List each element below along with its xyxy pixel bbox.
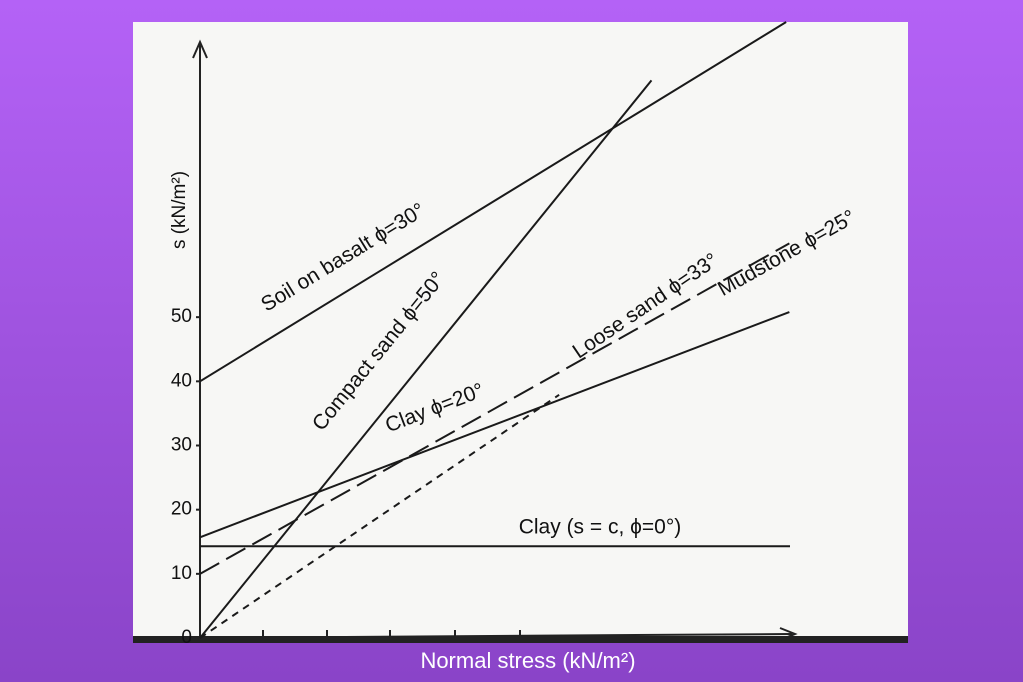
x-axis-arrow	[779, 627, 798, 641]
y-axis-arrow	[192, 39, 208, 59]
line-label: Clay (s = c, ϕ=0°)	[519, 516, 682, 539]
y-tick-label: 20	[171, 499, 192, 520]
y-tick-label: 50	[171, 306, 192, 327]
y-axis-label: s (kN/m²)	[169, 171, 190, 249]
x-axis	[199, 633, 793, 639]
y-tick-label: 10	[171, 563, 192, 584]
data-line	[199, 242, 790, 575]
data-line	[199, 21, 787, 383]
x-axis-label: Normal stress (kN/m²)	[420, 648, 635, 673]
y-tick-label: 0	[181, 627, 192, 648]
y-tick-label: 40	[171, 370, 192, 391]
scan-strip	[133, 636, 908, 643]
data-line	[199, 311, 790, 539]
data-line	[199, 79, 653, 639]
y-tick-label: 30	[171, 435, 192, 456]
chart-panel	[133, 22, 908, 643]
x-axis-ticks	[262, 630, 521, 638]
